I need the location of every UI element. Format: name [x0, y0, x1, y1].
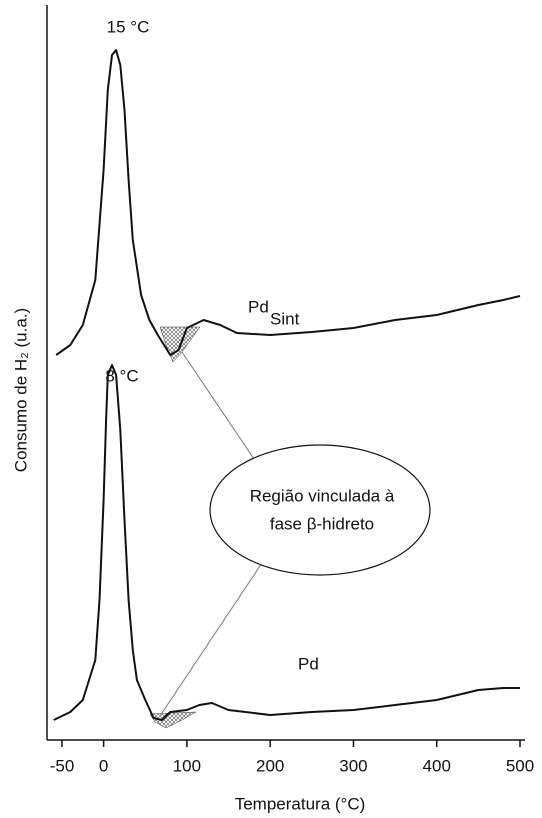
annotation: 15 °C: [107, 17, 150, 36]
line-series: [53, 364, 520, 721]
annotation: fase β-hidreto: [270, 514, 374, 533]
x-tick-label: 500: [506, 756, 534, 775]
hatched-region: [149, 711, 197, 729]
leader-line: [181, 351, 257, 463]
x-axis-label: Temperatura (°C): [235, 794, 366, 813]
leader-line: [159, 562, 263, 717]
annotation: Sint: [270, 309, 300, 328]
y-axis-label: Consumo de H₂ (u.a.): [11, 308, 30, 472]
annotation: Pd: [248, 297, 269, 316]
x-tick-label: -50: [50, 756, 75, 775]
x-tick-label: 100: [173, 756, 201, 775]
callout: [209, 444, 431, 576]
x-tick-label: 200: [256, 756, 284, 775]
line-series: [55, 49, 521, 356]
annotation: Região vinculada à: [250, 486, 395, 505]
x-tick-label: 300: [339, 756, 367, 775]
x-tick-label: 400: [423, 756, 451, 775]
x-tick-label: 0: [99, 756, 108, 775]
annotation: Pd: [298, 654, 319, 673]
